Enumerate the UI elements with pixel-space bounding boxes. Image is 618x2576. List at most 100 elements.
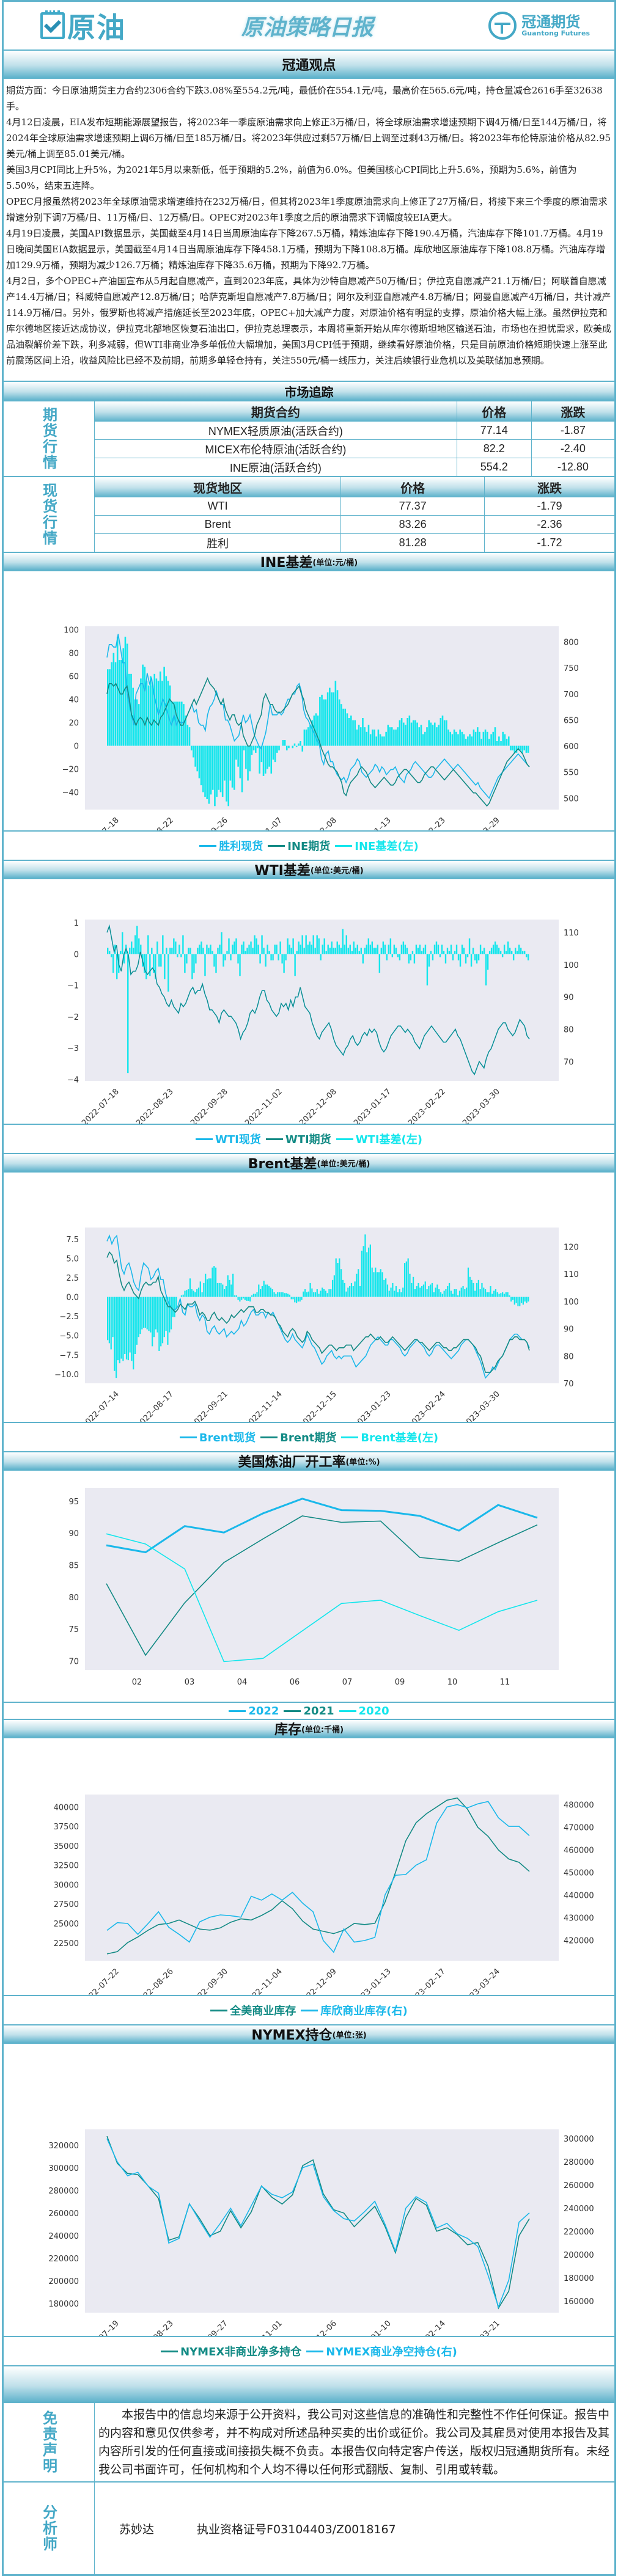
y-tick-label: 2.5 [66, 1274, 79, 1283]
col-header-region: 现货地区 [95, 477, 342, 497]
x-tick-label: 2023–01–23 [352, 1389, 393, 1422]
basis-bar [290, 1297, 292, 1300]
y-tick-label: 200000 [48, 2277, 79, 2286]
legend-item: INE基差(左) [335, 838, 419, 854]
basis-bar [462, 1286, 464, 1297]
x-tick-label: 2022–09–26 [189, 816, 230, 830]
series-line-全美商业库存 [106, 1797, 530, 1955]
basis-bar [284, 740, 286, 746]
x-tick-label: 2023–02–24 [406, 1389, 447, 1422]
basis-bar [464, 1289, 466, 1297]
basis-bar [414, 1289, 416, 1297]
y2-tick-label: 800 [564, 639, 579, 648]
basis-bar [216, 745, 218, 797]
basis-bar [395, 948, 397, 954]
basis-bar [353, 941, 355, 954]
report-header: 原油 原油策略日报 冠通期货 Guantong Futures [4, 2, 614, 51]
viewpoint-paragraph: 期货方面：今日原油期货主力合约2306合约下跌3.08%至554.2元/吨，最低… [6, 85, 603, 112]
y-tick-label: 25000 [54, 1920, 79, 1929]
basis-bar [120, 660, 122, 746]
x-tick-label: 2022–12–15 [298, 1389, 339, 1422]
basis-bar [261, 1286, 263, 1297]
basis-bar [181, 701, 183, 746]
basis-bar [503, 945, 506, 954]
basis-bar [133, 1297, 134, 1370]
basis-bar [379, 734, 381, 746]
basis-bar [433, 722, 436, 746]
x-tick-label: 2022–09–27 [189, 2319, 230, 2336]
y2-tick-label: 470000 [564, 1824, 594, 1833]
futures-side-label: 期货行情 [40, 407, 57, 470]
basis-bar [215, 1267, 217, 1297]
basis-bar [120, 1297, 122, 1359]
basis-bar [512, 954, 515, 961]
basis-bar [347, 1287, 349, 1297]
basis-bar [344, 1283, 345, 1297]
viewpoint-paragraph: OPEC月报虽然将2023年全球原油需求增速维持在232万桶/日，但其将2023… [6, 196, 608, 223]
basis-bar [505, 951, 507, 954]
basis-bar [360, 948, 362, 954]
basis-bar [351, 951, 353, 954]
y-tick-label: −5.0 [59, 1332, 79, 1341]
brent-basis-chart: 7.5 5.0 2.5 0.0 −2.5 −5.0 −7.5 −10.0 120 110 100 90… [4, 1173, 614, 1423]
basis-bar [313, 715, 315, 746]
basis-bar [249, 745, 251, 772]
basis-bar [504, 734, 506, 746]
basis-bar [303, 1291, 304, 1297]
basis-bar [428, 1286, 430, 1297]
basis-bar [138, 704, 140, 746]
basis-bar [382, 941, 384, 954]
legend-item: Brent现货 [179, 1429, 256, 1445]
basis-bar [441, 945, 443, 954]
basis-bar [469, 734, 471, 746]
basis-bar [495, 1289, 497, 1297]
x-tick-label: 2022–08–22 [134, 816, 175, 830]
basis-bar [295, 745, 298, 747]
basis-bar [112, 954, 114, 973]
basis-bar [256, 938, 257, 954]
basis-bar [356, 729, 358, 746]
basis-bar [391, 727, 393, 746]
basis-bar [525, 954, 528, 957]
plot-area [85, 920, 559, 1081]
basis-bar [303, 729, 306, 746]
basis-bar [198, 745, 200, 778]
basis-bar [373, 729, 375, 746]
basis-bar [395, 1286, 397, 1297]
basis-bar [381, 736, 383, 746]
basis-bar [301, 1297, 303, 1300]
series-line-NYMEX商业净空持仓(右) [106, 2138, 530, 2308]
basis-bar [432, 954, 434, 961]
y2-tick-label: 450000 [564, 1869, 594, 1878]
y2-tick-label: 550 [564, 769, 579, 778]
basis-bar [526, 1297, 528, 1303]
basis-bar [107, 669, 109, 746]
viewpoint-text[interactable]: 期货方面：今日原油期货主力合约2306合约下跌3.08%至554.2元/吨，最低… [4, 79, 614, 382]
x-tick-label: 2023–01–17 [352, 1087, 393, 1124]
basis-bar [276, 745, 278, 753]
basis-bar [243, 745, 245, 751]
x-tick-label: 2023–03–24 [461, 1967, 502, 1995]
basis-bar [224, 745, 226, 781]
basis-bar [119, 660, 120, 746]
basis-bar [358, 1269, 359, 1297]
basis-bar [270, 745, 273, 774]
basis-bar [443, 951, 445, 954]
basis-bar [512, 1297, 514, 1300]
basis-bar [486, 1292, 488, 1297]
basis-bar [348, 718, 350, 746]
basis-bar [418, 1283, 419, 1297]
basis-bar [116, 1297, 117, 1378]
basis-bar [272, 745, 274, 760]
x-tick-label: 02 [132, 1678, 142, 1687]
basis-bar [399, 954, 401, 961]
y-tick-label: 37500 [54, 1823, 79, 1832]
basis-bar [316, 1289, 318, 1297]
basis-bar [252, 745, 255, 751]
basis-bar [145, 954, 147, 979]
basis-bar [455, 1289, 457, 1297]
y2-tick-label: 650 [564, 716, 579, 725]
basis-bar [514, 948, 517, 954]
basis-bar [173, 938, 175, 954]
basis-bar [188, 1289, 189, 1297]
